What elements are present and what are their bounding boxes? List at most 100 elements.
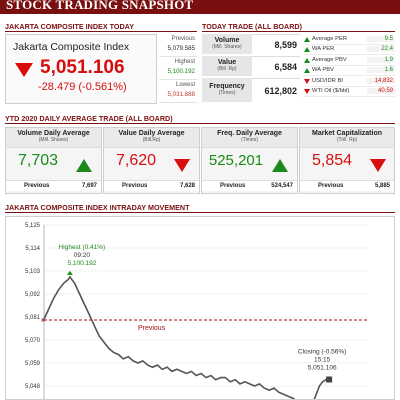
y-tick-label: 5,092 xyxy=(25,292,41,298)
ytd-prev-label: Previous xyxy=(122,183,148,189)
ytd-value: 5,854 xyxy=(311,152,353,169)
y-tick-label: 5,048 xyxy=(25,384,41,390)
ytd-title: Volume Daily Average xyxy=(17,130,90,137)
highest-value: 5,100.192 xyxy=(67,260,96,267)
ratio-value: 14,832 xyxy=(367,77,395,84)
index-change: -28.479 (-0.561%) xyxy=(38,81,127,93)
up-arrow-icon xyxy=(303,45,312,53)
trade-unit: (Mill. Shares) xyxy=(212,44,242,50)
chart-section-title: JAKARTA COMPOSITE INDEX INTRADAY MOVEMEN… xyxy=(5,203,190,212)
ratio-label: WA PER xyxy=(312,46,335,53)
intraday-chart: 5,125 5,114 5,103 5,092 5,081 5,070 5,059 5,048… xyxy=(5,216,395,400)
ratio-table: Average PER 9.5 WA PER 22.4 Average PBV 1.9… xyxy=(303,34,395,97)
ratio-row: WA PER 22.4 xyxy=(303,45,395,55)
previous-marker-icon: × xyxy=(41,317,45,324)
index-name: Jakarta Composite Index xyxy=(13,41,130,53)
ytd-prev-label: Previous xyxy=(24,183,50,189)
header-bar: STOCK TRADING SNAPSHOT xyxy=(0,0,400,14)
ratio-value: 1.6 xyxy=(367,67,395,74)
ratio-label: USD/IDR BI xyxy=(312,77,343,84)
today-trade-divider xyxy=(202,31,395,32)
ytd-prev-label: Previous xyxy=(318,183,344,189)
ytd-prev-value: 7,628 xyxy=(179,183,195,189)
composite-index-card: Jakarta Composite Index 5,051.106 -28.47… xyxy=(5,34,157,104)
down-arrow-icon xyxy=(174,159,190,172)
chart-divider xyxy=(5,212,395,213)
trade-unit: (Bill. Rp) xyxy=(217,66,237,72)
composite-section-divider xyxy=(5,31,197,32)
ytd-divider xyxy=(5,123,395,124)
page-title: STOCK TRADING SNAPSHOT xyxy=(6,0,194,12)
index-line xyxy=(43,275,330,400)
ytd-prev-value: 5,885 xyxy=(374,183,390,189)
trade-label: Volume xyxy=(214,37,240,44)
lowest-value: 5,031.888 xyxy=(167,91,195,98)
trade-value: 8,599 xyxy=(252,34,300,54)
previous-label: Previous xyxy=(138,325,166,332)
y-tick-label: 5,070 xyxy=(25,338,41,344)
ytd-value: 7,703 xyxy=(17,152,59,169)
trade-unit: (Times) xyxy=(218,90,236,96)
up-arrow-icon xyxy=(272,159,288,172)
ytd-title: Value Daily Average xyxy=(118,130,185,137)
ratio-label: WA PBV xyxy=(312,67,335,74)
today-trade-table: Volume (Mill. Shares) 8,599 Value (Bill. R… xyxy=(202,34,300,104)
highest-label: Highest (0.41%) xyxy=(59,244,106,251)
trade-label: Frequency xyxy=(209,83,245,90)
trade-row-volume: Volume (Mill. Shares) 8,599 xyxy=(202,34,300,56)
ytd-unit: (Times) xyxy=(241,137,258,143)
ratio-row: USD/IDR BI 14,832 xyxy=(303,76,395,87)
y-tick-label: 5,125 xyxy=(25,223,41,229)
ytd-unit: (Mill. Shares) xyxy=(38,137,69,143)
ratio-row: WTI Oil ($/bbl) 40.59 xyxy=(303,87,395,97)
trade-row-value: Value (Bill. Rp) 6,584 xyxy=(202,56,300,78)
up-arrow-icon xyxy=(303,35,312,43)
highest-label: Highest xyxy=(174,59,195,65)
ytd-value: 7,620 xyxy=(115,152,157,169)
index-value: 5,051.106 xyxy=(40,57,125,78)
ytd-prev-value: 7,697 xyxy=(81,183,97,189)
ratio-value: 40.59 xyxy=(367,88,395,95)
ytd-section-title: YTD 2020 DAILY AVERAGE TRADE (ALL BOARD) xyxy=(5,114,173,123)
up-arrow-icon xyxy=(303,66,312,74)
highest-stat: Highest 5,100.192 xyxy=(159,57,197,80)
intraday-chart-svg: 5,125 5,114 5,103 5,092 5,081 5,070 5,059 5,048… xyxy=(25,223,368,400)
up-arrow-icon xyxy=(303,56,312,64)
previous-stat: Previous 5,079.585 xyxy=(159,34,197,57)
closing-time: 15:15 xyxy=(314,357,331,364)
previous-label: Previous xyxy=(171,36,195,42)
ratio-row: WA PBV 1.6 xyxy=(303,66,395,76)
lowest-stat: Lowest 5,031.888 xyxy=(159,80,197,103)
closing-label: Closing (-0.56%) xyxy=(298,349,346,356)
ytd-unit: (Bill.Rp) xyxy=(142,137,161,143)
ytd-unit: (Trill. Rp) xyxy=(336,137,358,143)
ratio-value: 22.4 xyxy=(367,46,395,53)
index-stats: Previous 5,079.585 Highest 5,100.192 Low… xyxy=(159,34,197,103)
ytd-market-cap-card: Market Capitalization (Trill. Rp) 5,854 P… xyxy=(299,127,395,194)
ytd-value: 525,201 xyxy=(208,152,264,169)
ratio-row: Average PBV 1.9 xyxy=(303,55,395,66)
ytd-volume-card: Volume Daily Average (Mill. Shares) 7,703… xyxy=(5,127,102,194)
ytd-value-card: Value Daily Average (Bill.Rp) 7,620 Previ… xyxy=(103,127,200,194)
ytd-prev-value: 524,547 xyxy=(271,183,293,189)
composite-section-title: JAKARTA COMPOSITE INDEX TODAY xyxy=(5,22,134,31)
highest-time: 09:20 xyxy=(74,252,91,259)
ratio-value: 1.9 xyxy=(367,56,395,63)
y-tick-label: 5,081 xyxy=(25,315,41,321)
down-arrow-icon xyxy=(303,77,312,85)
closing-marker-icon xyxy=(326,376,333,383)
ytd-frequency-card: Freq. Daily Average (Times) 525,201 Previ… xyxy=(201,127,298,194)
ytd-title: Freq. Daily Average xyxy=(217,130,282,137)
ytd-title: Market Capitalization xyxy=(311,130,382,137)
ratio-value: 9.5 xyxy=(367,35,395,42)
y-tick-label: 5,059 xyxy=(25,361,41,367)
ytd-prev-label: Previous xyxy=(220,183,246,189)
trade-value: 6,584 xyxy=(252,56,300,76)
trade-row-frequency: Frequency (Times) 612,802 xyxy=(202,78,300,104)
up-arrow-icon xyxy=(76,159,92,172)
closing-value: 5,051.106 xyxy=(308,365,337,372)
y-tick-label: 5,114 xyxy=(25,246,40,252)
down-arrow-icon xyxy=(370,159,386,172)
ratio-label: Average PER xyxy=(312,35,348,42)
ratio-label: Average PBV xyxy=(312,56,347,63)
